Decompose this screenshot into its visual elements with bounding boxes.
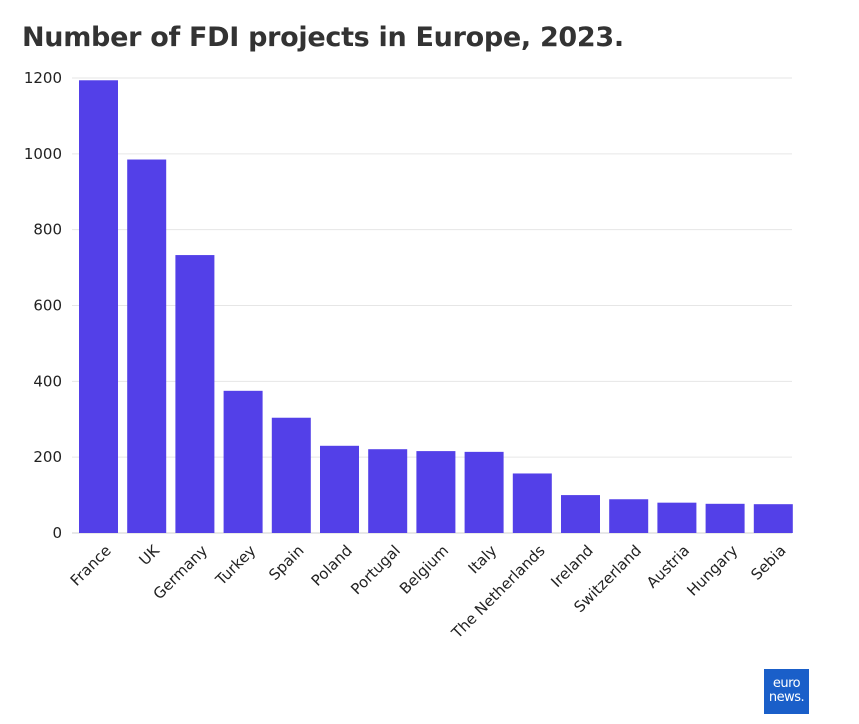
- bar-sebia[interactable]: [753, 504, 793, 533]
- bar-germany[interactable]: [175, 255, 215, 533]
- x-tick-label: Belgium: [396, 542, 452, 598]
- bar-italy[interactable]: [464, 451, 504, 533]
- bars: [79, 80, 793, 534]
- y-tick-label: 800: [33, 221, 62, 239]
- x-tick-label: Poland: [308, 542, 356, 590]
- bar-france[interactable]: [79, 80, 118, 534]
- chart-title: Number of FDI projects in Europe, 2023.: [22, 22, 624, 53]
- x-tick-label: Portugal: [347, 542, 404, 599]
- x-tick-label: Italy: [465, 541, 501, 577]
- bar-portugal[interactable]: [368, 449, 408, 533]
- x-tick-label: The Netherlands: [447, 541, 548, 642]
- bar-turkey[interactable]: [223, 390, 263, 533]
- euronews-logo[interactable]: euro news.: [764, 669, 809, 714]
- x-tick-label: Turkey: [211, 541, 259, 589]
- bar-belgium[interactable]: [416, 451, 456, 533]
- x-tick-label: Spain: [265, 542, 307, 584]
- bar-spain[interactable]: [271, 417, 311, 533]
- x-tick-label: Sebia: [747, 542, 789, 584]
- bar-poland[interactable]: [320, 445, 359, 533]
- logo-text-euro: euro: [772, 676, 801, 691]
- x-tick-label: France: [67, 542, 115, 590]
- bar-hungary[interactable]: [705, 503, 745, 533]
- x-tick-label: Hungary: [683, 541, 741, 599]
- y-tick-label: 600: [33, 297, 62, 315]
- bar-the-netherlands[interactable]: [512, 473, 552, 533]
- x-tick-label: UK: [135, 541, 163, 569]
- bar-austria[interactable]: [657, 502, 697, 533]
- logo-text-news: news.: [768, 690, 805, 705]
- y-tick-label: 1200: [24, 69, 62, 87]
- bar-ireland[interactable]: [561, 495, 600, 533]
- bar-uk[interactable]: [127, 159, 167, 534]
- y-axis-ticks: 0 200 400 600 800 1000 1200: [24, 69, 62, 542]
- y-tick-label: 400: [33, 372, 62, 390]
- y-tick-label: 1000: [24, 145, 62, 163]
- y-tick-label: 0: [52, 524, 62, 542]
- bar-switzerland[interactable]: [609, 499, 649, 533]
- y-tick-label: 200: [33, 448, 62, 466]
